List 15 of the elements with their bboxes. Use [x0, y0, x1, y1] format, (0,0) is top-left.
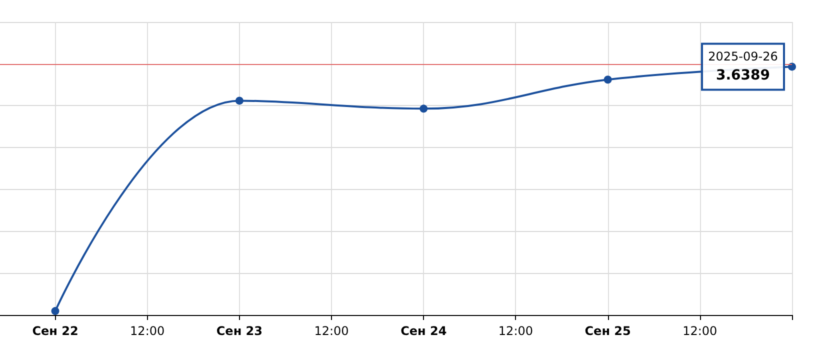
- annotation: 3.6389: [716, 68, 770, 84]
- x-tick-label: 12:00: [682, 324, 718, 338]
- point: [235, 96, 244, 105]
- x-tick-label: Сен 23: [216, 324, 263, 338]
- x-tick-label: 12:00: [314, 324, 349, 338]
- annotation: 2025-09-26: [708, 50, 778, 64]
- x-tick-label: Сен 24: [400, 324, 447, 338]
- x-tick-label: Сен 25: [584, 324, 631, 338]
- x-tick-label: 12:00: [130, 324, 165, 338]
- x-tick-label: 12:00: [498, 324, 534, 338]
- point: [51, 307, 60, 316]
- point: [420, 104, 428, 113]
- point: [788, 62, 796, 71]
- x-tick-label: Сен 22: [32, 324, 78, 338]
- point: [604, 76, 612, 84]
